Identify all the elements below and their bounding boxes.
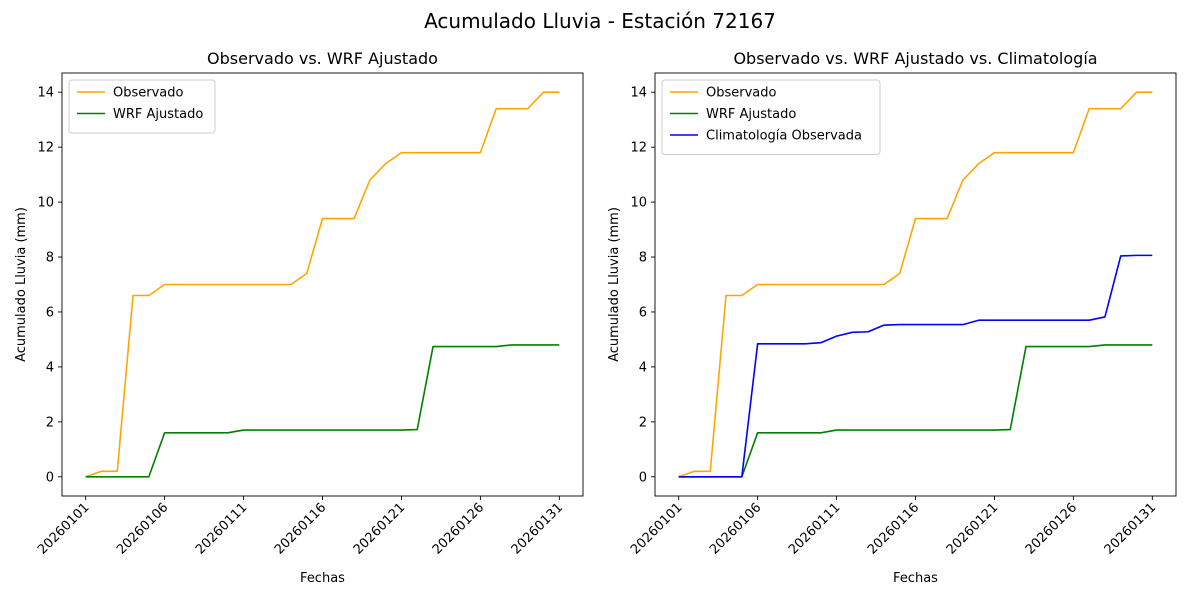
legend-label-2: Climatología Observada <box>706 129 862 144</box>
series-line-0 <box>85 91 560 478</box>
y-axis-label: Acumulado Lluvia (mm) <box>607 207 622 362</box>
y-axis-label: Acumulado Lluvia (mm) <box>14 207 29 362</box>
y-tick-label: 2 <box>46 415 54 430</box>
x-axis-label: Fechas <box>893 571 938 586</box>
y-tick-label: 0 <box>639 470 647 485</box>
legend: Observado WRF Ajustado <box>68 79 216 134</box>
legend-label-1: WRF Ajustado <box>113 107 203 122</box>
legend-label-0: Observado <box>706 86 777 101</box>
y-tick-label: 8 <box>639 251 647 266</box>
y-tick-label: 14 <box>37 86 54 101</box>
y-tick-label: 10 <box>630 196 647 211</box>
series-line-1 <box>678 344 1153 478</box>
legend-label-1: WRF Ajustado <box>706 107 796 122</box>
y-tick-label: 12 <box>630 141 647 156</box>
y-tick-label: 12 <box>37 141 54 156</box>
figure-title: Acumulado Lluvia - Estación 72167 <box>424 9 776 33</box>
legend-box <box>68 79 216 134</box>
y-tick-label: 6 <box>46 305 54 320</box>
y-tick-label: 8 <box>46 251 54 266</box>
series-line-0 <box>678 91 1153 478</box>
y-tick-label: 4 <box>46 360 54 375</box>
chart-title: Observado vs. WRF Ajustado <box>207 49 438 68</box>
chart-title: Observado vs. WRF Ajustado vs. Climatolo… <box>733 49 1097 68</box>
y-tick-label: 14 <box>630 86 647 101</box>
legend-box <box>661 79 881 155</box>
y-tick-label: 0 <box>46 470 54 485</box>
legend-label-0: Observado <box>113 86 184 101</box>
y-tick-label: 2 <box>639 415 647 430</box>
series-line-1 <box>85 344 560 478</box>
y-tick-label: 6 <box>639 305 647 320</box>
x-axis-label: Fechas <box>300 571 345 586</box>
y-tick-label: 4 <box>639 360 647 375</box>
series-line-2 <box>678 254 1153 478</box>
y-tick-label: 10 <box>37 196 54 211</box>
legend: Observado WRF Ajustado Climatología Observ… <box>661 79 881 155</box>
